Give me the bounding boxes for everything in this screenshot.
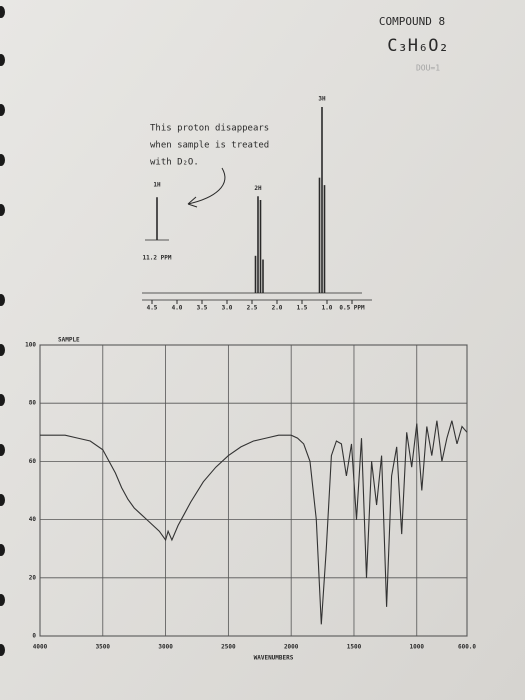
annotation-line: when sample is treated <box>150 141 269 151</box>
y-tick-label: 100 <box>25 342 36 349</box>
x-tick-label: 4.0 <box>172 305 183 312</box>
x-tick-label: 3.0 <box>222 305 233 312</box>
x-tick-label: 2500 <box>221 644 236 651</box>
x-axis-label: WAVENUMBERS <box>254 655 294 662</box>
annotation-line: This proton disappears <box>150 124 269 134</box>
annotation-line: with D₂O. <box>150 158 199 168</box>
chart-title: SAMPLE <box>58 337 80 344</box>
integration-label: 3H <box>318 96 326 103</box>
y-tick-label: 60 <box>29 458 37 465</box>
y-tick-label: 40 <box>29 516 37 523</box>
x-tick-label: 3500 <box>96 644 111 651</box>
y-tick-label: 0 <box>32 633 36 640</box>
x-tick-label: 0.5 PPM <box>339 305 365 312</box>
spectrum-line <box>40 420 468 625</box>
compound-title: COMPOUND 8 <box>379 15 445 28</box>
annotation-arrow <box>187 167 226 208</box>
inset-label: 1H <box>153 182 161 189</box>
x-tick-label: 2.0 <box>272 305 283 312</box>
inset-shift-label: 11.2 PPM <box>143 255 172 262</box>
x-tick-label: 2000 <box>284 644 299 651</box>
x-tick-label: 1.5 <box>297 305 308 312</box>
y-tick-label: 80 <box>29 400 37 407</box>
integration-label: 2H <box>254 185 262 192</box>
x-tick-label: 1.0 <box>322 305 333 312</box>
x-tick-label: 4000 <box>33 644 48 651</box>
x-tick-label: 1500 <box>347 644 362 651</box>
y-tick-label: 20 <box>29 574 37 581</box>
x-tick-label: 1000 <box>410 644 425 651</box>
binder-holes <box>0 6 5 656</box>
x-tick-label: 600.0 <box>458 644 476 651</box>
x-tick-label: 3.5 <box>197 305 208 312</box>
x-tick-label: 3000 <box>158 644 173 651</box>
dou-note: DOU=1 <box>416 64 440 73</box>
x-tick-label: 4.5 <box>147 305 158 312</box>
x-tick-label: 2.5 <box>247 305 258 312</box>
formula: C₃H₆O₂ <box>387 36 448 56</box>
